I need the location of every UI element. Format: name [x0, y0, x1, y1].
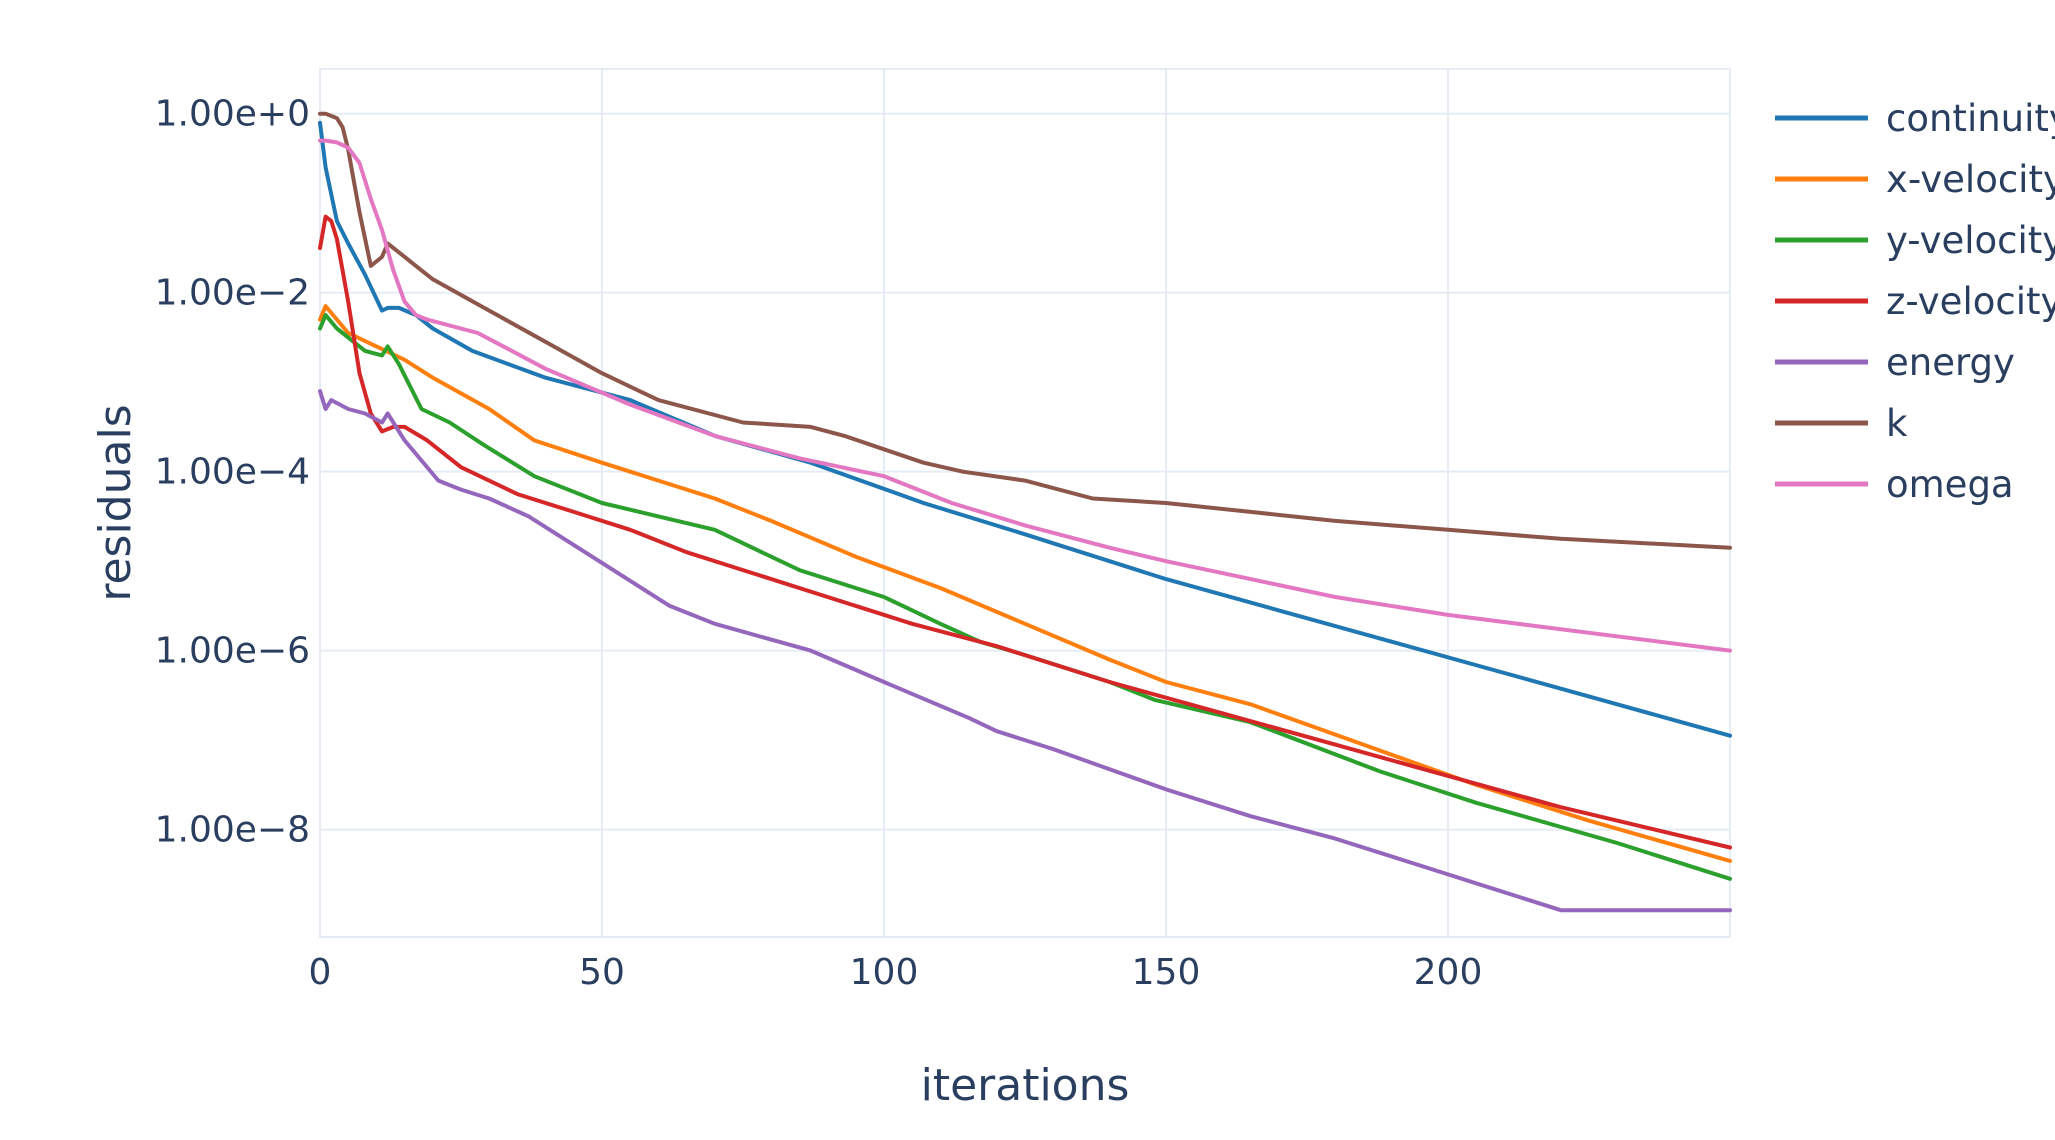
y-axis-title: residuals [90, 404, 141, 601]
legend-label: energy [1886, 341, 2015, 384]
legend-item-continuity[interactable]: continuity [1775, 97, 2055, 140]
y-tick-label: 1.00e−6 [155, 631, 310, 672]
x-tick-label: 50 [579, 952, 625, 993]
legend-item-x-velocity[interactable]: x-velocity [1775, 158, 2055, 201]
series-line-x-velocity [318, 304, 1732, 863]
legend-label: x-velocity [1886, 158, 2055, 201]
series-line-omega [318, 138, 1732, 653]
y-tick-label: 1.00e−2 [155, 273, 310, 314]
x-tick-label: 200 [1414, 952, 1483, 993]
series-line-continuity [318, 120, 1732, 738]
legend-label: y-velocity [1886, 219, 2055, 262]
x-tick-label: 100 [850, 952, 919, 993]
legend[interactable]: continuity x-velocity y-velocity z-velocity… [1775, 97, 2055, 506]
legend-item-omega[interactable]: omega [1775, 463, 2014, 506]
legend-label: omega [1886, 463, 2014, 506]
grid-lines [319, 69, 1730, 937]
plot-background [319, 68, 1731, 938]
legend-item-z-velocity[interactable]: z-velocity [1775, 280, 2055, 323]
series-line-y-velocity [318, 313, 1732, 881]
series-line-k [318, 111, 1732, 550]
series-line-z-velocity [318, 214, 1732, 850]
y-tick-label: 1.00e+0 [155, 94, 310, 135]
y-tick-label: 1.00e−8 [155, 810, 310, 851]
legend-label: k [1886, 402, 1908, 445]
legend-item-y-velocity[interactable]: y-velocity [1775, 219, 2055, 262]
y-tick-label: 1.00e−4 [155, 452, 310, 493]
y-tick-labels: 1.00e+0 1.00e−2 1.00e−4 1.00e−6 1.00e−8 [155, 94, 310, 851]
x-tick-labels: 0 50 100 150 200 [309, 952, 1483, 993]
legend-label: continuity [1886, 97, 2055, 140]
legend-item-energy[interactable]: energy [1775, 341, 2015, 384]
x-tick-label: 150 [1132, 952, 1201, 993]
x-tick-label: 0 [309, 952, 332, 993]
legend-label: z-velocity [1886, 280, 2055, 323]
series-line-energy [318, 389, 1732, 913]
x-axis-title: iterations [921, 1060, 1130, 1111]
legend-item-k[interactable]: k [1775, 402, 1908, 445]
series-lines [318, 111, 1732, 913]
